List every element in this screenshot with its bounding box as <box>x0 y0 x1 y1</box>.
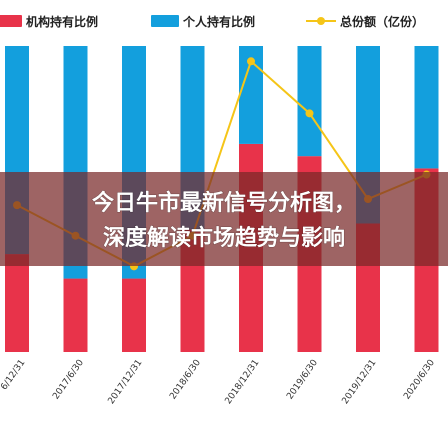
title-banner: 今日牛市最新信号分析图， 深度解读市场趋势与影响 <box>0 172 448 266</box>
bar-institution <box>122 278 146 352</box>
point-total <box>305 109 314 118</box>
title-banner-line-2: 深度解读市场趋势与影响 <box>103 225 345 251</box>
point-total <box>247 57 255 66</box>
title-banner-background <box>0 172 448 266</box>
legend-marker-total <box>317 17 325 25</box>
legend-swatch-individual <box>151 15 179 27</box>
x-tick-label: 2018/6/30 <box>168 358 203 402</box>
bar-institution <box>63 278 88 352</box>
x-tick-label: 2020/6/30 <box>402 358 437 402</box>
x-tick-label: 2017/12/31 <box>107 358 145 406</box>
title-banner-line-1: 今日牛市最新信号分析图， <box>92 190 356 216</box>
legend-label-total: 总份额（亿份） <box>340 14 424 29</box>
legend-label-institution: 机构持有比例 <box>26 14 98 29</box>
bar-individual <box>297 46 322 157</box>
legend: 机构持有比例 个人持有比例 总份额（亿份） <box>0 14 424 29</box>
legend-swatch-institution <box>0 15 22 27</box>
x-tick-label: 6/12/31 <box>0 358 27 392</box>
x-tick-label: 2019/6/30 <box>285 358 320 402</box>
bar-individual <box>414 46 439 169</box>
bar-institution <box>5 254 29 352</box>
x-tick-label: 2018/12/31 <box>224 358 262 406</box>
x-axis-ticks: 6/12/31 2017/6/30 2017/12/31 2018/6/30 2018/… <box>0 358 437 406</box>
x-tick-label: 2019/12/31 <box>341 358 379 406</box>
legend-label-individual: 个人持有比例 <box>182 14 255 29</box>
x-tick-label: 2017/6/30 <box>51 358 86 402</box>
